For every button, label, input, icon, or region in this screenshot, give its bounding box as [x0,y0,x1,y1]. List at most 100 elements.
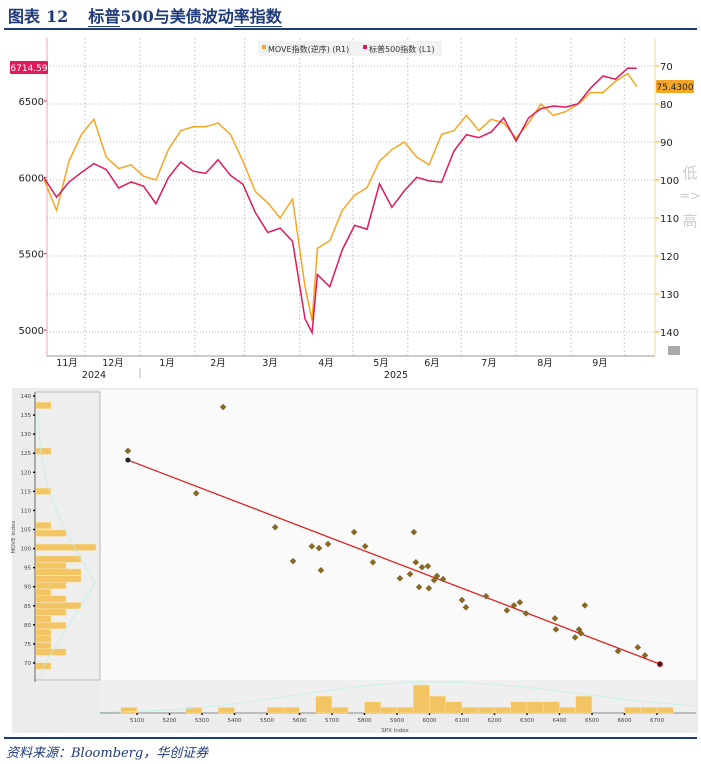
x-histogram-bar [380,707,398,714]
x-tick [558,713,561,715]
scatter-point [308,542,316,550]
x-tick [266,713,268,715]
x-histogram-bar [494,707,511,714]
x-histogram-bar [315,695,333,714]
right-tick-label: 130 [660,290,679,301]
x-tick [623,713,626,715]
legend-label-spx: 标普500指数 (L1) [369,44,435,54]
year-label: 2024 [82,370,106,381]
month-label: 6月 [424,358,440,369]
month-label: 1月 [159,358,175,369]
y-tick [33,547,35,550]
y-tick [33,605,35,607]
scatter-point [406,570,414,578]
y-tick-label: 75 [24,642,31,648]
x-tick-label: 5700 [325,718,339,724]
scatter-point [433,572,441,580]
y-histogram-bar [35,628,52,636]
scatter-point [552,626,560,633]
y-tick-label: 90 [24,585,31,591]
y-tick [33,624,35,626]
source-rule [4,737,697,739]
x-tick-label: 6700 [650,718,664,724]
scatter-point [430,576,438,584]
title-part: 率指数 [233,7,282,29]
x-histogram-bar [640,707,658,714]
x-tick-label: 6600 [618,718,632,724]
x-histogram-bar [218,707,235,714]
scatter-point [551,615,559,622]
x-histogram-bar [331,707,349,714]
y-histogram-bar [35,622,67,629]
y-tick [33,490,35,493]
axis-direction-watermark: => [679,189,701,204]
x-tick-label: 6200 [488,718,502,724]
x-histogram-bar [461,707,479,714]
x-tick-label: 6000 [423,718,437,724]
line-plot-area [47,38,655,356]
x-tick [331,713,333,715]
y-tick [33,433,35,435]
x-histogram-bar [445,701,463,714]
left-tick-label: 6000 [19,173,44,184]
y-tick [33,452,35,454]
y-tick [33,395,35,397]
y-histogram-bar [35,555,82,563]
x-tick-label: 5800 [358,718,372,724]
month-label: 3月 [262,358,278,369]
month-label: 12月 [102,358,124,369]
left-tick-label: 5500 [19,250,44,261]
x-tick [656,713,658,715]
month-label: 5月 [373,358,389,369]
year-label: 2025 [384,370,408,381]
x-tick-label: 6500 [585,718,599,724]
chart-menu-icon[interactable] [668,346,680,355]
move-last-value: 75.4300 [656,83,693,93]
x-histogram-bar [510,701,528,714]
y-histogram-bar [35,642,52,650]
month-label: 4月 [318,358,334,369]
scatter-point [361,542,369,550]
y-tick-label: 110 [21,508,32,514]
scatter-point [522,610,530,617]
regression-line [127,459,661,665]
y-tick [33,662,35,664]
month-label: 2月 [210,358,226,369]
scatter-plot-area [100,390,696,680]
scatter-point [641,652,649,659]
y-axis-label: MOVE Index [11,520,17,554]
scatter-point [415,583,423,591]
y-histogram-bar [35,543,97,551]
y-histogram-bar [35,648,67,656]
x-tick-label: 5400 [228,718,242,724]
x-tick-label: 5300 [195,718,209,724]
y-histogram-bar [35,588,52,596]
y-tick-label: 85 [24,604,31,610]
right-tick-label: 140 [660,328,679,339]
x-tick-label: 6400 [553,718,567,724]
y-tick-label: 80 [24,623,31,629]
y-histogram-bar [35,522,52,530]
y-tick [33,586,35,588]
title-part: 标普 [88,7,121,29]
move-series-line [43,72,638,321]
y-histogram-bar [35,401,52,409]
x-tick-label: 5200 [163,718,177,724]
x-tick-label: 5500 [260,718,274,724]
left-tick-label: 6500 [19,97,44,108]
x-histogram-bar [396,707,414,714]
right-tick-label: 90 [660,138,673,149]
y-tick-label: 95 [24,566,31,572]
x-histogram-bar [543,701,560,714]
y-tick-label: 100 [21,547,32,553]
x-axis-label: SPX Index [381,728,409,734]
scatter-point [192,489,200,497]
axis-direction-watermark: 高 [682,212,697,230]
x-tick-label: 5600 [293,718,307,724]
y-histogram-bar [35,487,52,495]
x-tick [396,713,398,715]
y-tick-label: 70 [24,661,31,667]
scatter-point [350,528,358,536]
y-tick-label: 140 [21,394,32,400]
